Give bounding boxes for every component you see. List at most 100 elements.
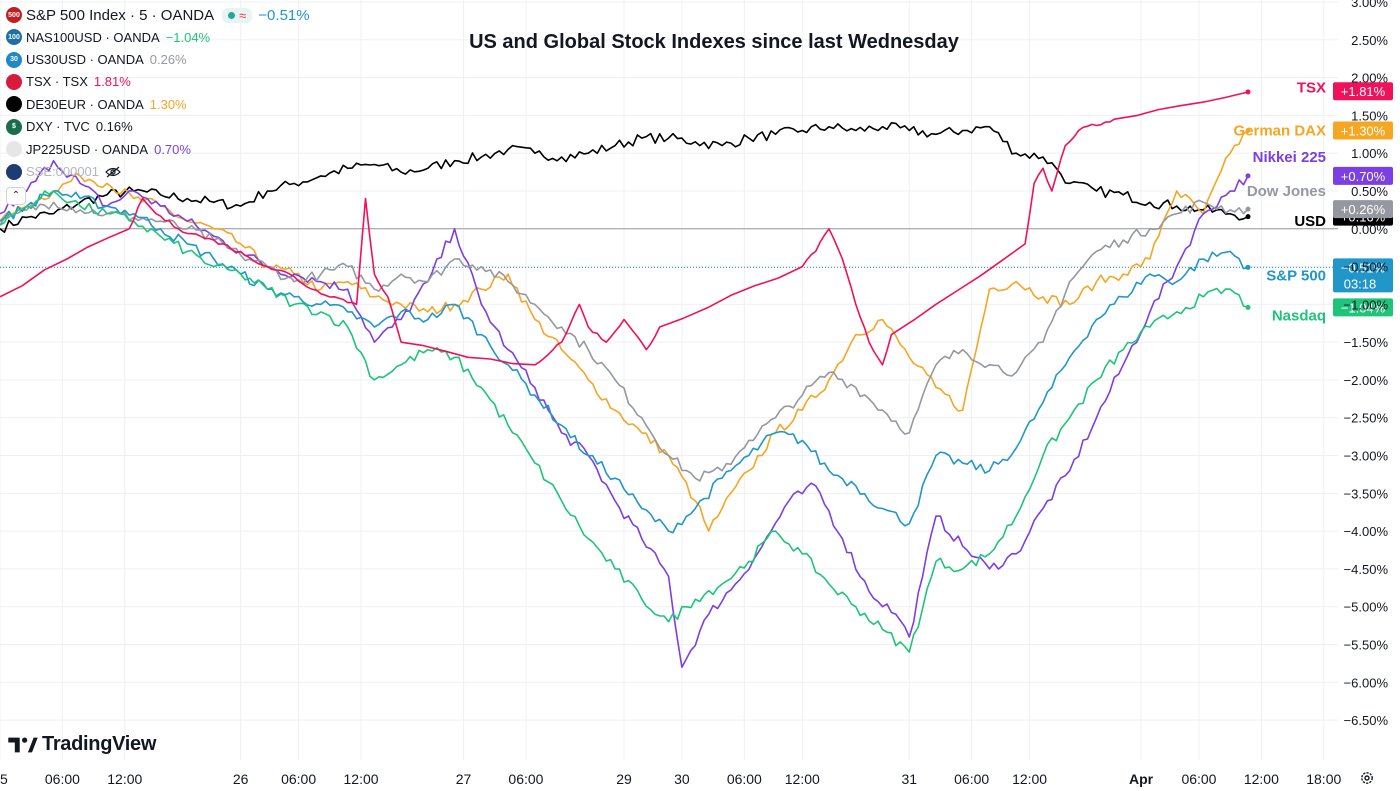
- value-badge-text: +0.26%: [1341, 202, 1386, 217]
- y-tick-label: 0.50%: [1351, 184, 1388, 199]
- symbol-logo-icon: [6, 96, 22, 113]
- symbol-change-value: 1.81%: [93, 74, 131, 90]
- x-tick-label: 06:00: [727, 771, 762, 787]
- symbol-logo-icon: [6, 163, 22, 180]
- y-tick-label: −4.00%: [1344, 524, 1389, 539]
- series-label: German DAX: [1233, 123, 1326, 140]
- y-tick-label: −6.50%: [1344, 713, 1389, 728]
- symbol-change-value: 0.70%: [154, 141, 191, 157]
- x-tick-label: Apr: [1129, 771, 1154, 787]
- x-tick-label: 12:00: [1012, 771, 1047, 787]
- y-tick-label: −1.00%: [1344, 297, 1389, 312]
- value-badge-countdown: 03:18: [1344, 276, 1377, 291]
- market-status-badge[interactable]: ≈: [222, 7, 253, 23]
- y-tick-label: −3.50%: [1344, 486, 1389, 501]
- symbol-change-value: −1.04%: [165, 29, 211, 45]
- y-tick-label: −5.00%: [1344, 600, 1389, 615]
- x-tick-label: 06:00: [508, 771, 543, 787]
- series-end-dot: [1245, 264, 1251, 270]
- y-tick-label: −2.50%: [1344, 411, 1389, 426]
- value-badge-text: +1.30%: [1341, 124, 1386, 139]
- x-tick-label: 18:00: [1306, 771, 1341, 787]
- symbol-name: DE30EUR · OANDA: [26, 96, 144, 112]
- x-tick-label: 12:00: [785, 771, 820, 787]
- settings-gear-icon[interactable]: [1359, 770, 1375, 786]
- symbol-logo-icon: [6, 141, 22, 158]
- symbol-change-value: 0.26%: [149, 52, 187, 68]
- symbol-change-value: −0.51%: [258, 6, 310, 24]
- value-badge-text: −1.04%: [1341, 300, 1386, 315]
- symbol-logo-icon: [6, 73, 22, 90]
- legend-row[interactable]: 30 US30USD · OANDA 0.26%: [6, 48, 310, 70]
- value-badge: +0.70%: [1333, 166, 1393, 185]
- x-tick-label: 25: [0, 771, 8, 787]
- symbol-logo-icon: 500: [6, 7, 22, 23]
- series-label: TSX: [1297, 79, 1326, 96]
- series-line-tsx: [0, 91, 1249, 366]
- x-tick-label: 12:00: [344, 771, 379, 787]
- y-tick-label: 1.50%: [1351, 108, 1388, 123]
- legend-row[interactable]: JP225USD · OANDA 0.70%: [6, 138, 310, 160]
- series-lines: [0, 89, 1251, 669]
- legend: 500 S&P 500 Index · 5 · OANDA ≈ −0.51% 100 NA…: [6, 4, 310, 205]
- chart-title: US and Global Stock Indexes since last W…: [469, 31, 960, 53]
- y-tick-label: 1.00%: [1351, 146, 1388, 161]
- series-end-dot: [1245, 304, 1251, 310]
- series-label: Nikkei 225: [1253, 149, 1326, 166]
- tradingview-logo-icon: [8, 736, 38, 752]
- legend-row[interactable]: TSX · TSX 1.81%: [6, 71, 310, 93]
- collapse-legend-button[interactable]: ⌃: [6, 186, 26, 205]
- y-tick-label: −0.50%: [1344, 260, 1389, 275]
- symbol-name: DXY · TVC: [26, 119, 90, 135]
- symbol-name: TSX · TSX: [26, 74, 88, 90]
- value-badge: +0.26%: [1333, 200, 1393, 219]
- x-tick-label: 06:00: [1181, 771, 1216, 787]
- x-tick-label: 06:00: [281, 771, 316, 787]
- legend-row[interactable]: SSE:000001: [6, 160, 310, 182]
- hidden-eye-icon[interactable]: [105, 166, 121, 178]
- y-tick-label: 2.50%: [1351, 33, 1388, 48]
- series-line-s-p-500-index: [0, 190, 1249, 534]
- series-end-dot: [1245, 128, 1251, 134]
- value-badge: +1.30%: [1333, 121, 1393, 140]
- y-tick-label: 0.00%: [1351, 222, 1388, 237]
- y-tick-label: −5.50%: [1344, 638, 1389, 653]
- tradingview-logo-text: TradingView: [42, 733, 157, 755]
- x-tick-label: 29: [616, 771, 632, 787]
- y-tick-label: −6.00%: [1344, 675, 1389, 690]
- series-label: Nasdaq: [1272, 308, 1326, 325]
- series-label: S&P 500: [1266, 268, 1326, 285]
- x-tick-label: 12:00: [107, 771, 142, 787]
- symbol-name: SSE:000001: [26, 164, 100, 180]
- legend-row[interactable]: 500 S&P 500 Index · 5 · OANDA ≈ −0.51%: [6, 4, 310, 26]
- y-tick-label: 2.00%: [1351, 71, 1388, 86]
- x-tick-label: 27: [456, 771, 472, 787]
- legend-row[interactable]: $ DXY · TVC 0.16%: [6, 116, 310, 138]
- y-tick-label: −4.50%: [1344, 562, 1389, 577]
- symbol-change-value: 0.16%: [95, 119, 133, 135]
- series-labels: USD+0.16%German DAX+1.30%Nikkei 225+0.70…: [1233, 79, 1393, 325]
- x-tick-label: 30: [674, 771, 690, 787]
- tradingview-logo[interactable]: TradingView: [8, 733, 156, 756]
- y-axis: 3.00% 2.50% 2.00% 1.50% 1.00% 0.50% 0.00% −0.50…: [1344, 0, 1389, 728]
- value-badge: −1.04%: [1333, 298, 1393, 317]
- x-tick-label: 12:00: [1244, 771, 1279, 787]
- symbol-name: S&P 500 Index · 5 · OANDA: [26, 6, 215, 24]
- series-line-dxy: [0, 122, 1249, 233]
- x-tick-label: 26: [233, 771, 249, 787]
- legend-row[interactable]: DE30EUR · OANDA 1.30%: [6, 93, 310, 115]
- symbol-name: NAS100USD · OANDA: [26, 29, 160, 45]
- x-tick-label: 06:00: [954, 771, 989, 787]
- symbol-logo-icon: 30: [6, 51, 22, 68]
- value-badge-text: −0.51%: [1341, 260, 1386, 275]
- x-tick-label: 31: [901, 771, 917, 787]
- series-line-us30usd: [0, 199, 1249, 482]
- legend-row[interactable]: 100 NAS100USD · OANDA −1.04%: [6, 26, 310, 48]
- series-line-nas100usd: [0, 190, 1249, 653]
- series-end-dot: [1245, 206, 1251, 212]
- series-label: Dow Jones: [1247, 183, 1326, 200]
- symbol-logo-icon: $: [6, 118, 22, 135]
- data-delay-icon: ≈: [239, 7, 247, 23]
- y-tick-label: 3.00%: [1351, 0, 1388, 10]
